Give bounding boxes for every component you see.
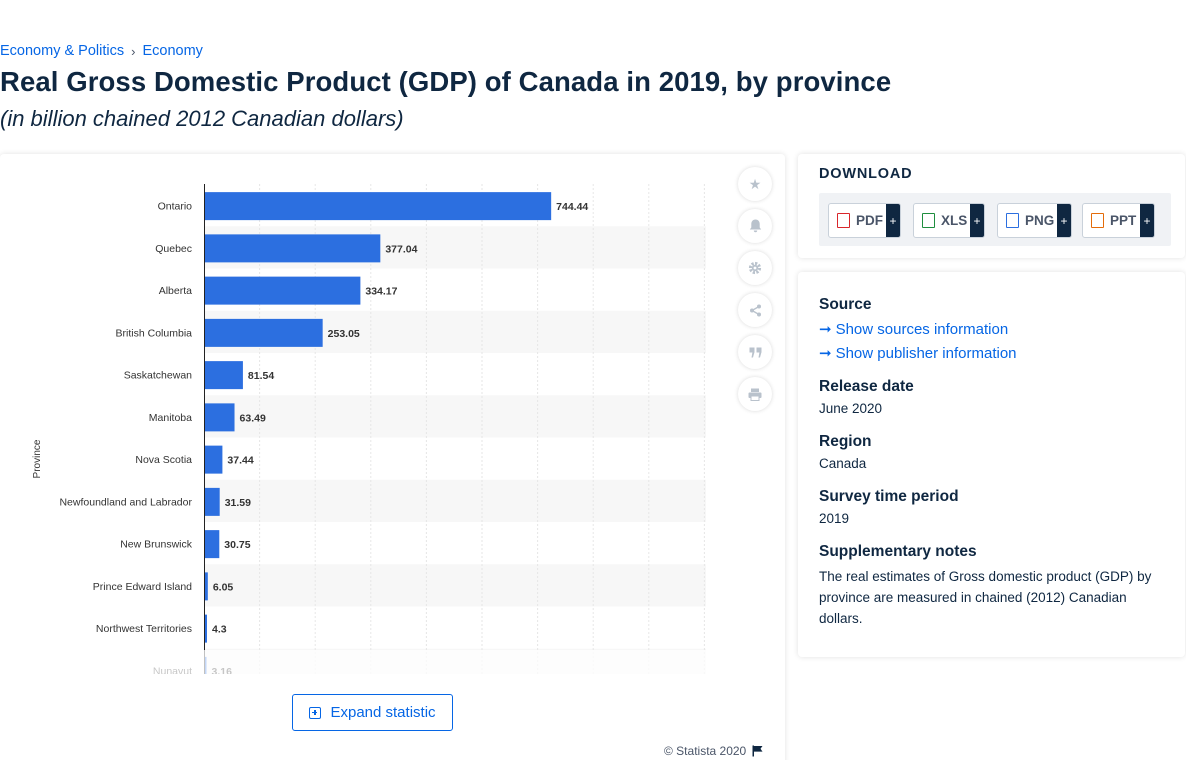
data-label: 37.44 bbox=[227, 455, 253, 467]
bar bbox=[205, 276, 361, 305]
bar bbox=[205, 318, 323, 347]
bar bbox=[205, 192, 552, 221]
category-label: New Brunswick bbox=[120, 539, 193, 551]
category-label: Prince Edward Island bbox=[93, 581, 192, 593]
expand-statistic-label: Expand statistic bbox=[330, 704, 436, 721]
page-subtitle: (in billion chained 2012 Canadian dollar… bbox=[0, 106, 404, 131]
breadcrumb-economy-politics[interactable]: Economy & Politics bbox=[0, 43, 125, 59]
data-label: 334.17 bbox=[365, 286, 397, 298]
data-label: 253.05 bbox=[328, 328, 360, 340]
breadcrumb-economy[interactable]: Economy bbox=[142, 43, 203, 59]
download-xls-button[interactable]: XLS + bbox=[913, 203, 985, 238]
data-label: 31.59 bbox=[225, 497, 251, 509]
source-label: Source bbox=[819, 296, 872, 313]
bar bbox=[205, 403, 235, 432]
data-label: 30.75 bbox=[224, 539, 250, 551]
quote-icon[interactable] bbox=[738, 335, 772, 369]
row-band bbox=[204, 395, 706, 438]
category-label: Saskatchewan bbox=[124, 370, 192, 382]
statistic-info-panel: Source ➞ Show sources information ➞ Show… bbox=[798, 272, 1185, 657]
plot-area: Ontario 744.44 Quebec 377.04 Alberta 334.17 Br… bbox=[0, 184, 740, 674]
arrow-right-icon: ➞ bbox=[819, 345, 832, 362]
print-icon[interactable] bbox=[738, 377, 772, 411]
bar-chart: Ontario 744.44 Quebec 377.04 Alberta 334.17 Br… bbox=[0, 184, 740, 674]
row-band bbox=[204, 479, 706, 522]
bar bbox=[205, 530, 220, 559]
breadcrumb-separator: › bbox=[131, 43, 136, 59]
category-label: Alberta bbox=[159, 285, 192, 297]
bar bbox=[205, 614, 207, 643]
download-pdf-button[interactable]: PDF + bbox=[828, 203, 901, 238]
fade-overlay bbox=[0, 650, 740, 674]
flag-icon[interactable] bbox=[752, 745, 763, 757]
download-buttons: PDF + XLS + PNG + PPT + bbox=[819, 193, 1171, 246]
star-icon[interactable]: ★ bbox=[738, 167, 772, 201]
bar bbox=[205, 445, 223, 474]
data-label: 81.54 bbox=[248, 370, 274, 382]
download-panel: DOWNLOAD PDF + XLS + PNG + PPT + bbox=[798, 154, 1185, 258]
xls-file-icon bbox=[922, 213, 935, 228]
bar bbox=[205, 234, 381, 263]
bar bbox=[205, 487, 220, 516]
pdf-file-icon bbox=[837, 213, 850, 228]
bell-icon[interactable] bbox=[738, 209, 772, 243]
ppt-file-icon bbox=[1091, 213, 1104, 228]
category-label: Nova Scotia bbox=[135, 454, 192, 466]
bar bbox=[205, 572, 208, 601]
release-date-label: Release date bbox=[819, 378, 914, 395]
download-title: DOWNLOAD bbox=[819, 166, 913, 182]
category-label: Northwest Territories bbox=[96, 623, 192, 635]
copyright: © Statista 2020 bbox=[664, 744, 763, 758]
supplementary-notes-label: Supplementary notes bbox=[819, 543, 977, 560]
data-label: 6.05 bbox=[213, 581, 234, 593]
expand-icon bbox=[309, 706, 322, 719]
release-date-value: June 2020 bbox=[819, 401, 883, 416]
category-label: Newfoundland and Labrador bbox=[59, 496, 192, 508]
supplementary-notes-text: The real estimates of Gross domestic pro… bbox=[819, 569, 1152, 626]
download-ppt-button[interactable]: PPT + bbox=[1082, 203, 1155, 238]
data-label: 744.44 bbox=[556, 201, 588, 213]
arrow-right-icon: ➞ bbox=[819, 321, 832, 338]
bar bbox=[205, 361, 243, 390]
data-label: 63.49 bbox=[240, 412, 266, 424]
breadcrumb: Economy & Politics › Economy bbox=[0, 43, 203, 59]
show-sources-link[interactable]: ➞ Show sources information bbox=[819, 320, 1009, 339]
share-icon[interactable] bbox=[738, 293, 772, 327]
region-value: Canada bbox=[819, 456, 867, 471]
png-file-icon bbox=[1006, 213, 1019, 228]
survey-period-label: Survey time period bbox=[819, 488, 959, 505]
survey-period-value: 2019 bbox=[819, 511, 850, 526]
data-label: 377.04 bbox=[385, 243, 417, 255]
expand-statistic-button[interactable]: Expand statistic bbox=[292, 694, 453, 731]
region-label: Region bbox=[819, 433, 872, 450]
show-publisher-link[interactable]: ➞ Show publisher information bbox=[819, 344, 1017, 363]
category-label: British Columbia bbox=[116, 327, 193, 339]
data-label: 4.3 bbox=[212, 624, 227, 636]
category-label: Ontario bbox=[158, 201, 193, 213]
page-title: Real Gross Domestic Product (GDP) of Can… bbox=[0, 66, 892, 97]
copyright-text: © Statista 2020 bbox=[664, 744, 747, 758]
chart-card: Ontario 744.44 Quebec 377.04 Alberta 334.17 Br… bbox=[0, 154, 785, 760]
category-label: Manitoba bbox=[149, 412, 192, 424]
y-axis-title: Province bbox=[32, 439, 43, 478]
download-png-button[interactable]: PNG + bbox=[997, 203, 1072, 238]
row-band bbox=[204, 564, 706, 607]
category-label: Quebec bbox=[155, 243, 192, 255]
gear-icon[interactable] bbox=[738, 251, 772, 285]
